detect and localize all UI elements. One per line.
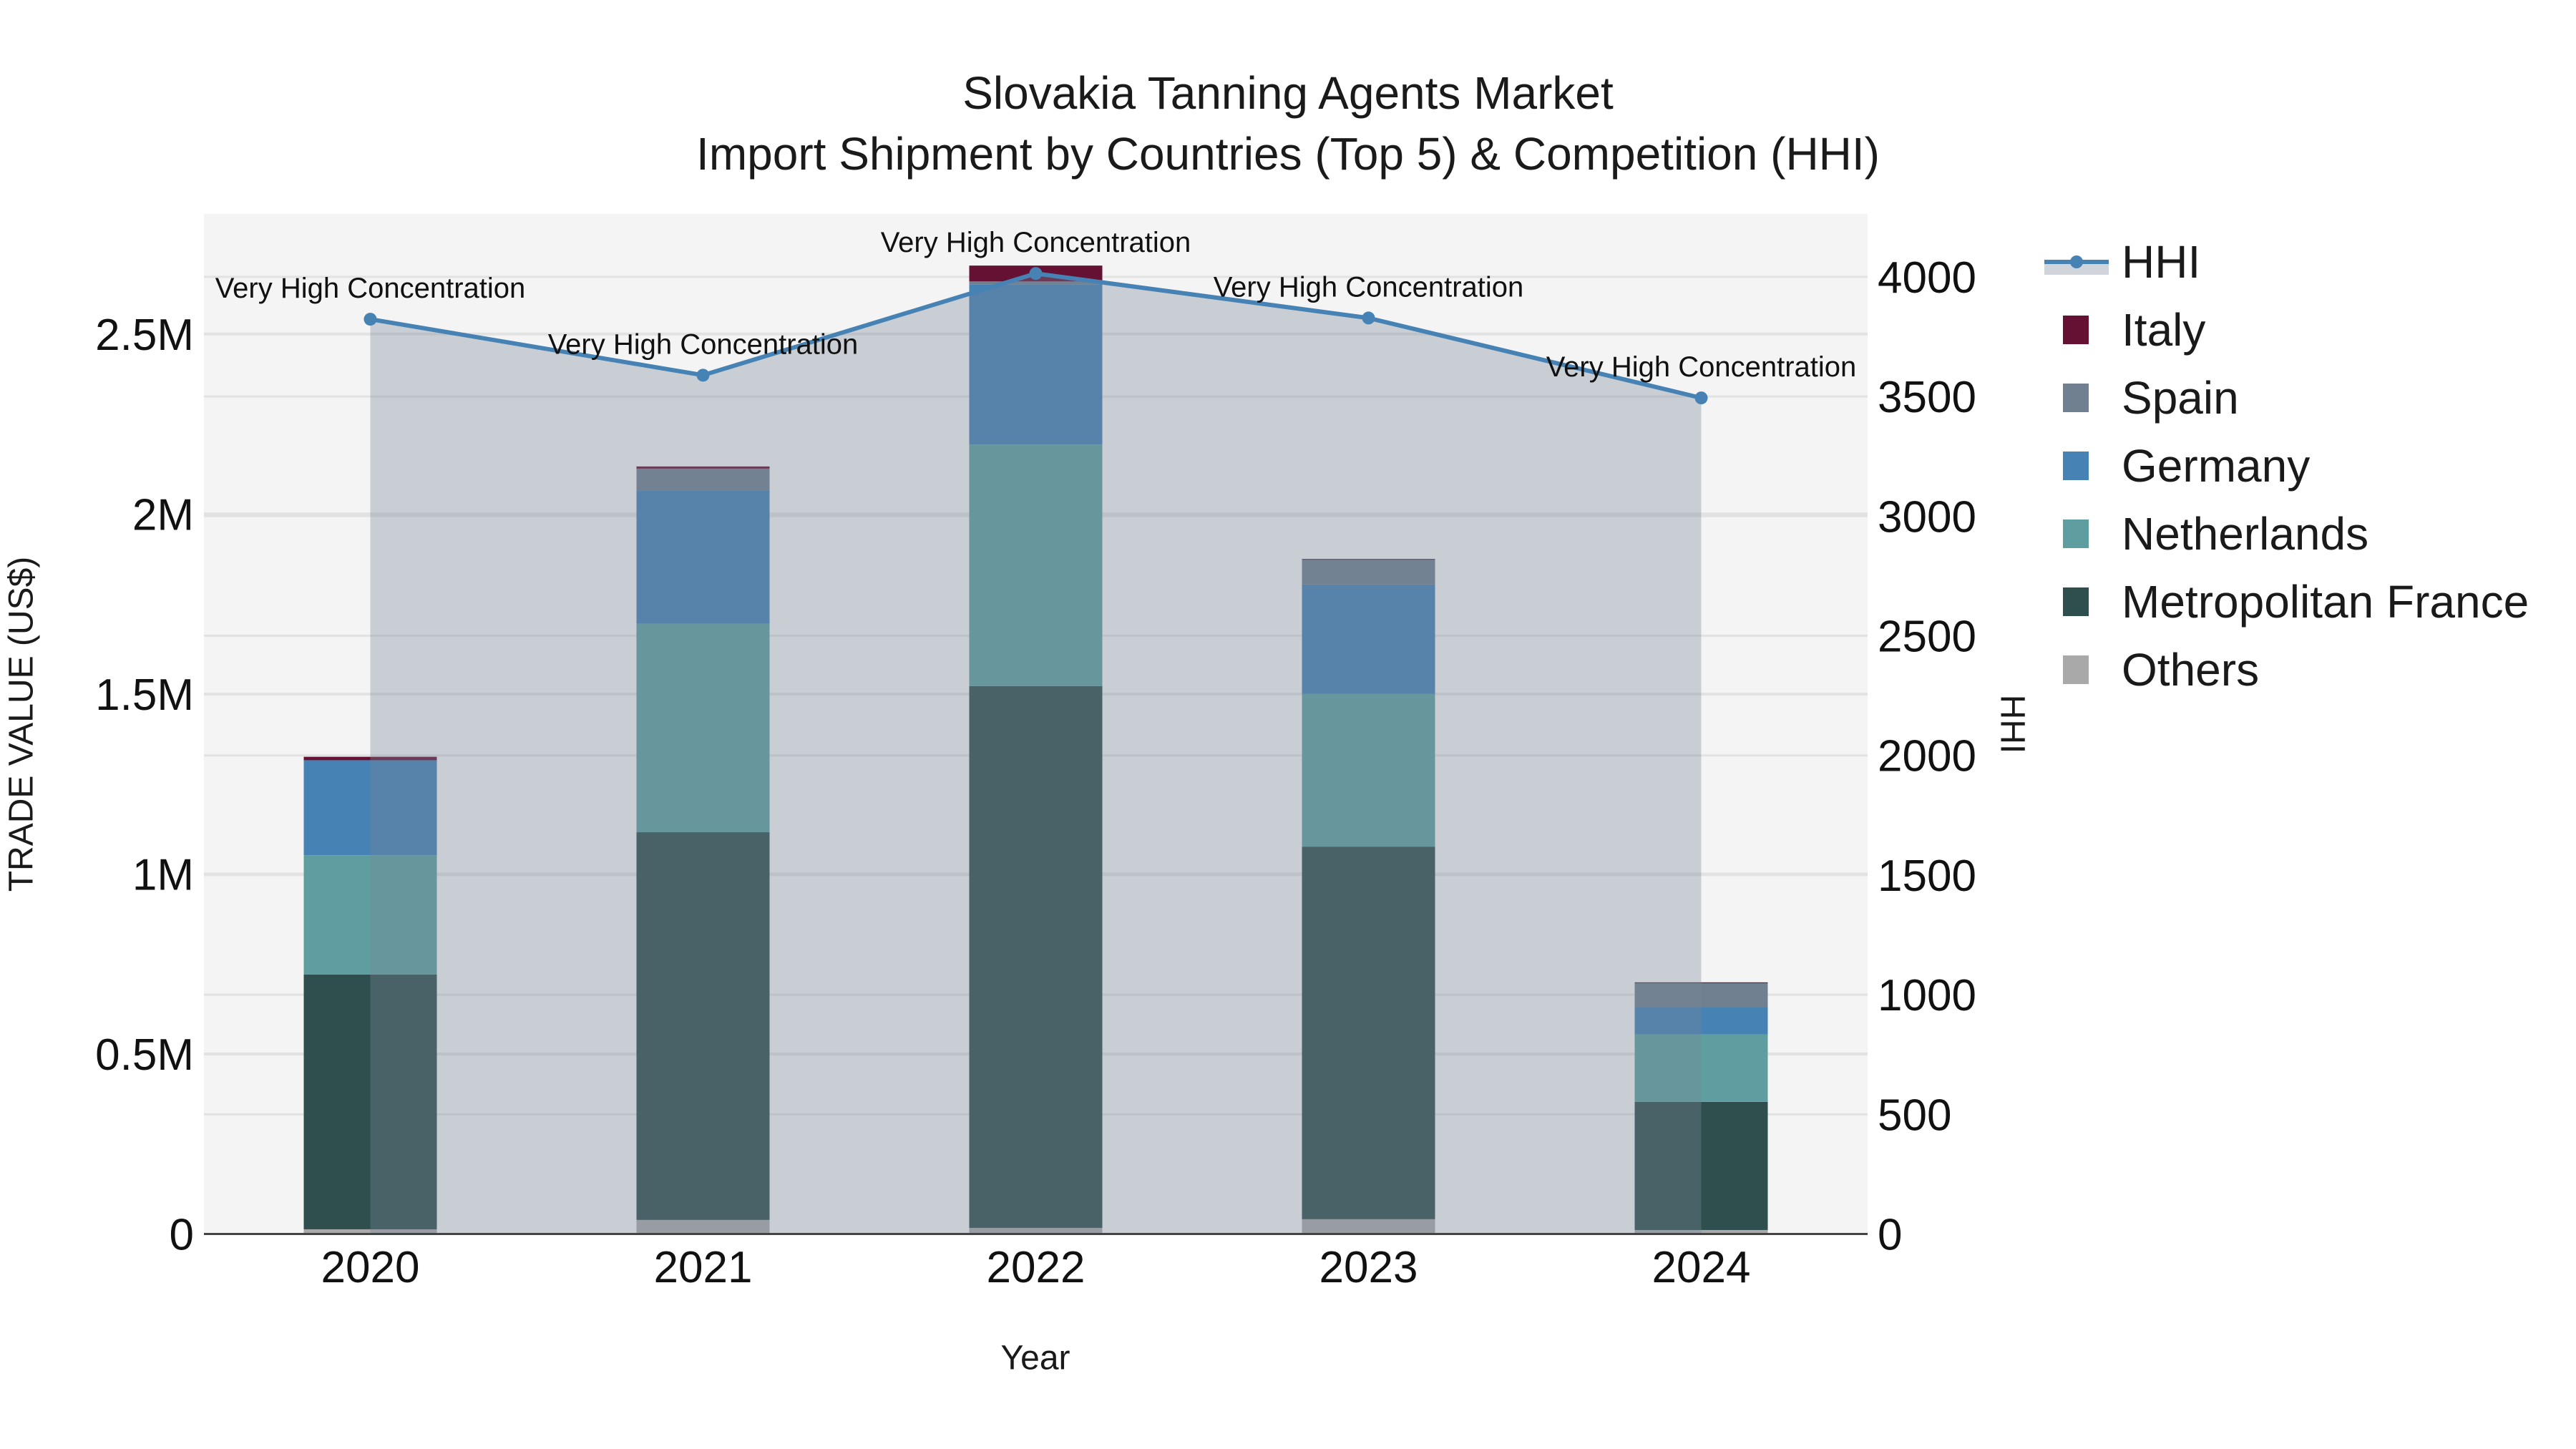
y-left-tick-label: 1M bbox=[132, 850, 194, 899]
y-right-tick-label: 2500 bbox=[1878, 613, 1976, 662]
bar-2024[interactable] bbox=[1634, 982, 1768, 1234]
square-swatch-icon bbox=[2063, 587, 2089, 616]
bar-segment-italy[interactable] bbox=[303, 756, 437, 761]
bar-2020[interactable] bbox=[303, 756, 437, 1234]
line-marker-icon bbox=[2044, 255, 2109, 275]
bar-segment-italy[interactable] bbox=[1634, 982, 1768, 983]
bar-2023[interactable] bbox=[1302, 559, 1435, 1234]
x-tick-label: 2024 bbox=[1652, 1243, 1751, 1292]
bar-segment-germany[interactable] bbox=[969, 284, 1103, 445]
bar-segment-metropolitan-france[interactable] bbox=[1634, 1101, 1768, 1230]
bar-segment-netherlands[interactable] bbox=[1302, 693, 1435, 847]
legend-label: Netherlands bbox=[2122, 507, 2369, 560]
y-left-tick-label: 1.5M bbox=[95, 670, 194, 720]
legend-label: Others bbox=[2122, 643, 2260, 696]
bar-segment-metropolitan-france[interactable] bbox=[636, 832, 770, 1220]
x-tick-label: 2023 bbox=[1319, 1243, 1418, 1292]
bar-segment-metropolitan-france[interactable] bbox=[303, 974, 437, 1229]
bar-segment-italy[interactable] bbox=[636, 466, 770, 469]
hhi-annotation: Very High Concentration bbox=[881, 227, 1191, 258]
y-right-tick-label: 1000 bbox=[1878, 971, 1976, 1020]
bar-segment-netherlands[interactable] bbox=[636, 623, 770, 833]
hhi-marker[interactable] bbox=[1694, 391, 1708, 405]
y-left-tick-label: 0 bbox=[170, 1211, 194, 1260]
square-swatch-icon bbox=[2063, 315, 2089, 344]
hhi-area bbox=[370, 273, 1702, 1234]
bar-segment-metropolitan-france[interactable] bbox=[1302, 847, 1435, 1219]
x-axis-title: Year bbox=[1000, 1339, 1070, 1377]
legend-label: Spain bbox=[2122, 371, 2239, 424]
hhi-marker[interactable] bbox=[696, 369, 710, 382]
x-tick-label: 2021 bbox=[654, 1243, 753, 1292]
y-axis-left-title: TRADE VALUE (US$) bbox=[2, 556, 41, 892]
y-right-tick-label: 0 bbox=[1878, 1211, 1902, 1260]
chart-title-line-2: Import Shipment by Countries (Top 5) & C… bbox=[696, 128, 1880, 180]
y-right-tick-label: 3500 bbox=[1878, 373, 1976, 422]
bar-segment-netherlands[interactable] bbox=[303, 855, 437, 975]
legend-label: HHI bbox=[2122, 235, 2201, 288]
bar-2021[interactable] bbox=[636, 466, 770, 1234]
hhi-marker[interactable] bbox=[1029, 267, 1043, 280]
legend-label: Metropolitan France bbox=[2122, 575, 2529, 628]
y-left-tick-label: 0.5M bbox=[95, 1030, 194, 1080]
y-right-tick-label: 4000 bbox=[1878, 253, 1976, 303]
y-left-tick-label: 2M bbox=[132, 490, 194, 540]
x-tick-label: 2020 bbox=[321, 1243, 420, 1292]
bar-segment-others[interactable] bbox=[1302, 1219, 1435, 1234]
bar-segment-others[interactable] bbox=[636, 1219, 770, 1234]
square-swatch-icon bbox=[2063, 451, 2089, 480]
hhi-annotation: Very High Concentration bbox=[215, 273, 526, 304]
y-left-tick-label: 2.5M bbox=[95, 311, 194, 360]
bar-segment-spain[interactable] bbox=[1634, 982, 1768, 1008]
bar-segment-metropolitan-france[interactable] bbox=[969, 686, 1103, 1228]
bar-segment-germany[interactable] bbox=[303, 760, 437, 856]
bar-segment-germany[interactable] bbox=[636, 490, 770, 624]
bar-segment-netherlands[interactable] bbox=[969, 444, 1103, 686]
bar-segment-others[interactable] bbox=[1634, 1229, 1768, 1234]
legend-label: Germany bbox=[2122, 439, 2311, 492]
chart-title-line-1: Slovakia Tanning Agents Market bbox=[962, 67, 1614, 119]
stacked-bars bbox=[303, 265, 1768, 1234]
hhi-marker[interactable] bbox=[1362, 311, 1375, 325]
bar-2022[interactable] bbox=[969, 265, 1103, 1234]
bar-segment-spain[interactable] bbox=[636, 468, 770, 491]
hhi-annotation: Very High Concentration bbox=[1214, 271, 1524, 303]
hhi-marker[interactable] bbox=[364, 313, 377, 326]
hhi-annotation: Very High Concentration bbox=[548, 328, 859, 360]
bar-segment-spain[interactable] bbox=[969, 281, 1103, 285]
bar-segment-others[interactable] bbox=[303, 1229, 437, 1234]
bar-segment-others[interactable] bbox=[969, 1227, 1103, 1234]
square-swatch-icon bbox=[2063, 655, 2089, 684]
bar-segment-netherlands[interactable] bbox=[1634, 1034, 1768, 1102]
square-swatch-icon bbox=[2063, 383, 2089, 412]
bar-segment-germany[interactable] bbox=[1302, 584, 1435, 694]
y-right-tick-label: 2000 bbox=[1878, 732, 1976, 781]
y-axis-right-title: HHI bbox=[1993, 694, 2031, 754]
x-tick-label: 2022 bbox=[987, 1243, 1085, 1292]
legend-label: Italy bbox=[2122, 303, 2206, 356]
bar-segment-germany[interactable] bbox=[1634, 1007, 1768, 1035]
bar-segment-spain[interactable] bbox=[1302, 559, 1435, 585]
y-right-tick-label: 500 bbox=[1878, 1091, 1951, 1140]
bar-segment-italy[interactable] bbox=[1302, 559, 1435, 560]
hhi-annotation: Very High Concentration bbox=[1546, 351, 1857, 383]
y-right-tick-label: 1500 bbox=[1878, 852, 1976, 901]
y-right-tick-label: 3000 bbox=[1878, 492, 1976, 542]
square-swatch-icon bbox=[2063, 519, 2089, 548]
